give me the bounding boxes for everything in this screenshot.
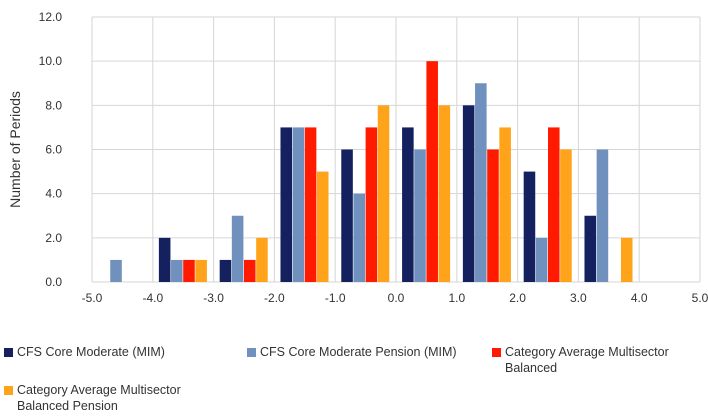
bar [377,105,390,282]
legend-swatch [4,348,13,357]
bar [171,259,183,282]
bars [110,61,633,283]
bar [183,259,195,282]
y-tick-label: 8.0 [45,98,62,112]
bar [365,127,378,283]
bar [195,259,207,282]
x-tick-label: -1.0 [325,291,346,305]
x-tick-label: 1.0 [448,291,465,305]
bar [620,237,633,282]
bar [426,61,438,282]
bar [560,149,572,282]
legend-label: Category Average Multisector Balanced [505,345,669,375]
grid-lines [91,16,701,283]
bar [487,149,499,282]
y-axis-ticks: 0.0 2.0 4.0 6.0 8.0 10.0 12.0 [39,10,63,289]
legend-item-category-average-balanced-pension: Category Average Multisector Balanced Pe… [4,382,199,414]
x-tick-label: -4.0 [142,291,163,305]
legend-swatch [247,348,256,357]
bar [219,259,232,282]
bar [523,171,536,282]
bar [231,215,244,282]
bar [341,149,353,282]
bar [304,127,317,283]
bar [548,127,560,283]
y-tick-label: 0.0 [45,275,62,289]
y-tick-label: 12.0 [39,10,63,24]
x-tick-label: -3.0 [203,291,224,305]
bar [110,259,122,282]
x-axis-ticks: -5.0 -4.0 -3.0 -2.0 -1.0 0.0 1.0 2.0 3.0 4.0 5.0 [82,291,708,305]
x-tick-label: 0.0 [388,291,405,305]
legend-swatch [4,386,13,395]
x-tick-label: 4.0 [631,291,648,305]
x-tick-label: -2.0 [264,291,285,305]
x-tick-label: 2.0 [509,291,526,305]
bar [292,127,305,283]
x-tick-label: 3.0 [570,291,587,305]
y-tick-label: 6.0 [45,143,62,157]
bar [280,127,293,283]
bar [475,83,487,282]
bar [158,237,171,282]
y-tick-label: 2.0 [45,231,62,245]
y-tick-label: 4.0 [45,187,62,201]
legend-item-category-average-balanced: Category Average Multisector Balanced [492,344,677,376]
bar-chart: 0.0 2.0 4.0 6.0 8.0 10.0 12.0 -5.0 -4.0 -3.0 -2.0… [7,10,708,305]
legend-swatch [492,348,501,357]
y-tick-label: 10.0 [39,54,63,68]
bar [414,149,426,282]
bar [499,127,511,283]
bar [438,105,451,282]
bar [402,127,414,283]
legend-label: Category Average Multisector Balanced Pe… [17,383,181,413]
bar [256,237,268,282]
bar [244,259,256,282]
legend: CFS Core Moderate (MIM) CFS Core Moderat… [0,338,708,420]
bar [462,105,475,282]
legend-item-cfs-core-moderate-pension: CFS Core Moderate Pension (MIM) [247,344,487,360]
legend-label: CFS Core Moderate Pension (MIM) [260,345,457,359]
legend-item-cfs-core-moderate: CFS Core Moderate (MIM) [4,344,204,360]
y-axis-label: Number of Periods [7,91,23,208]
bar [596,149,609,282]
bar [353,193,365,282]
x-tick-label: -5.0 [82,291,103,305]
bar [535,237,548,282]
bar [316,171,329,282]
x-tick-label: 5.0 [692,291,708,305]
bar [584,215,597,282]
legend-label: CFS Core Moderate (MIM) [17,345,165,359]
